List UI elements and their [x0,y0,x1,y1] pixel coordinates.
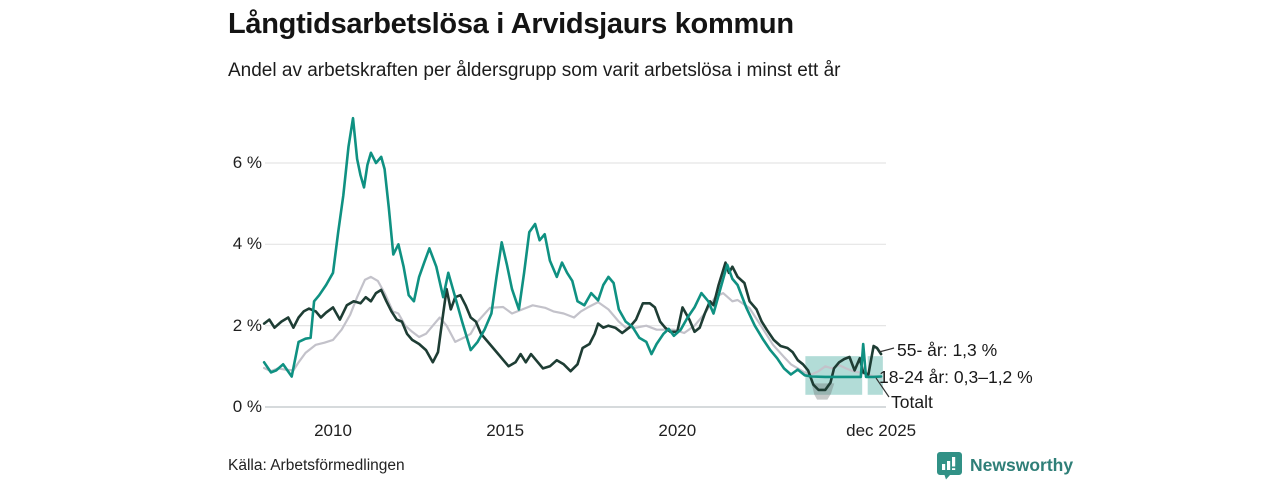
annotation-leader [875,377,890,398]
y-tick-label: 6 % [232,152,262,172]
y-tick-label: 0 % [232,397,262,416]
source-note: Källa: Arbetsförmedlingen [228,457,405,474]
series-line-55-år [262,261,883,392]
y-tick-label: 4 % [232,234,262,254]
newsworthy-badge-icon [937,452,962,480]
x-tick-label: 2010 [314,421,352,440]
brand-logo: Newsworthy [936,451,1073,480]
x-tick-label: 2020 [658,421,697,440]
brand-name: Newsworthy [970,455,1074,475]
page-subtitle: Andel av arbetskraften per åldersgrupp s… [228,60,841,81]
y-tick-label: 2 % [232,315,262,335]
series-annotation-label: 55- år: 1,3 % [897,340,998,360]
series-annotation-label: 18-24 år: 0,3–1,2 % [879,367,1033,387]
annotation-leader [878,347,895,353]
x-tick-label: dec 2025 [846,421,917,440]
page-title: Långtidsarbetslösa i Arvidsjaurs kommun [228,8,794,40]
series-line-18-24-år [262,116,883,379]
series-line-totalt [263,275,883,379]
series-annotation-label: Totalt [891,392,933,412]
x-tick-label: 2015 [486,421,525,440]
